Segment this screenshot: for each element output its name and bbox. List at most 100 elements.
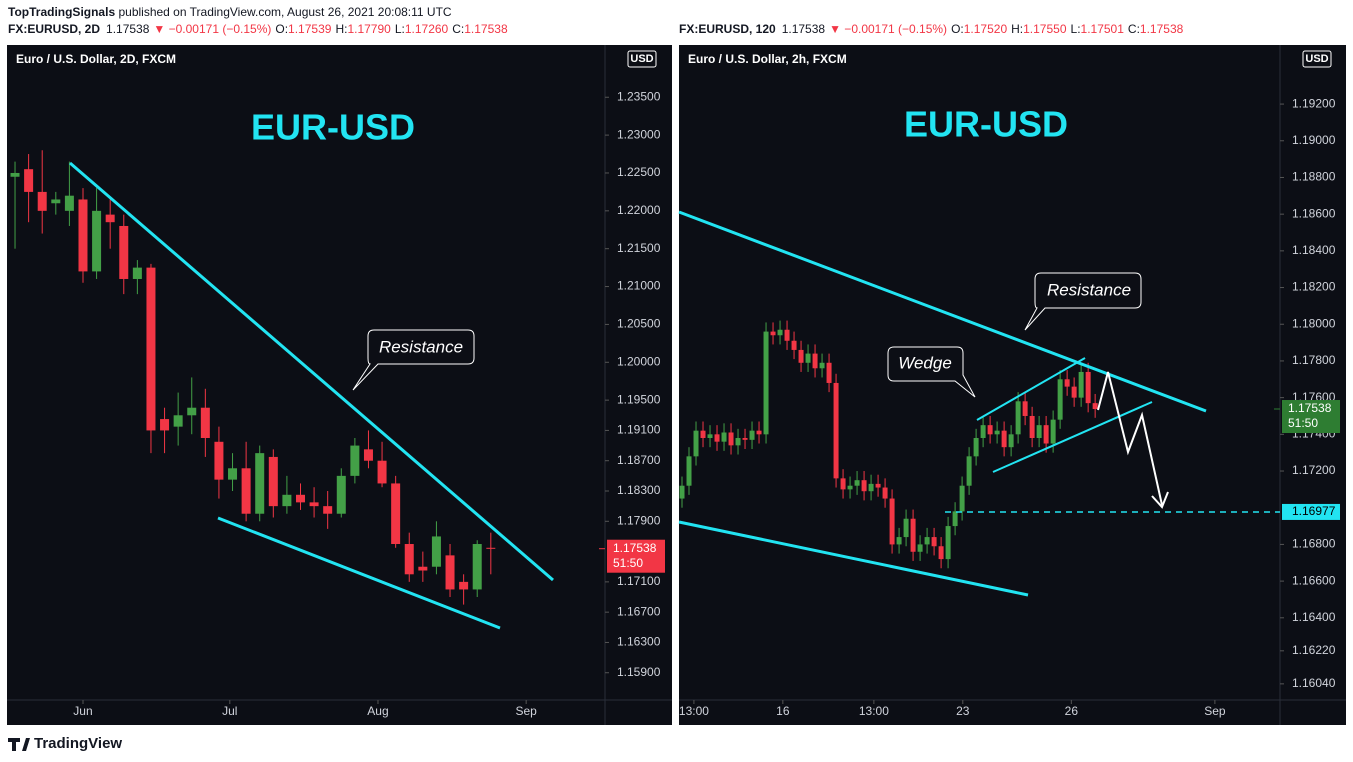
- wedge-line: [976, 357, 1086, 421]
- candle-body: [812, 353, 818, 369]
- candle-body: [323, 506, 333, 514]
- y-tick-label: 1.18400: [1292, 243, 1336, 257]
- instrument: Euro / U.S. Dollar, 2D, FXCM: [16, 52, 176, 66]
- panel-content: 1.23500 1.23000 1.22500 1.22000 1.21500 1.210…: [7, 45, 672, 725]
- candle-body: [714, 434, 720, 442]
- candle-body: [1008, 434, 1014, 448]
- y-tick-label: 1.15900: [617, 665, 661, 679]
- candle-body: [938, 546, 944, 560]
- candle-body: [805, 353, 811, 363]
- callout: Resistance: [1024, 272, 1142, 331]
- quote: 1.17538: [782, 22, 826, 36]
- x-tick-label: 13:00: [859, 704, 889, 718]
- candle-body: [1050, 419, 1056, 444]
- y-tick-label: 1.16400: [1292, 610, 1336, 624]
- candle-body: [1085, 371, 1091, 404]
- candle-body: [917, 544, 923, 552]
- y-tick-label: 1.18700: [617, 453, 661, 467]
- quote: 1.17538: [106, 22, 150, 36]
- candle-body: [92, 210, 102, 272]
- y-tick-label: 1.16700: [617, 604, 661, 618]
- candle-body: [445, 555, 455, 590]
- ohlc-value: 1.17538: [1140, 22, 1184, 36]
- ohlc-value: 1.17790: [347, 22, 391, 36]
- candle-body: [160, 419, 170, 431]
- x-tick-label: 23: [956, 704, 970, 718]
- candle-body: [798, 349, 804, 363]
- candle-body: [861, 480, 867, 492]
- candle-body: [268, 456, 278, 507]
- y-tick-label: 1.21000: [617, 279, 661, 293]
- candle-body: [1057, 379, 1063, 420]
- brand: TradingView: [34, 735, 122, 752]
- chart-title: EUR-USD: [251, 107, 415, 148]
- candle-body: [987, 425, 993, 435]
- ohlc-key: C:: [452, 22, 464, 36]
- ohlc-key: L:: [395, 22, 405, 36]
- published: published on TradingView.com, August 26,…: [118, 5, 451, 19]
- countdown: 51:50: [613, 556, 643, 570]
- projection-arrow: [1097, 371, 1163, 506]
- candle-body: [896, 537, 902, 545]
- y-tick-label: 1.19100: [617, 423, 661, 437]
- y-tick-label: 1.16220: [1292, 643, 1336, 657]
- level-badge: [1282, 503, 1340, 520]
- y-tick-label: 1.20000: [617, 354, 661, 368]
- x-tick-label: 26: [1065, 704, 1079, 718]
- candle-body: [1078, 371, 1084, 398]
- candle-body: [980, 425, 986, 438]
- candle-body: [391, 483, 401, 545]
- ohlc-value: 1.17550: [1023, 22, 1067, 36]
- callout-text: Wedge: [898, 353, 952, 372]
- candle-body: [693, 430, 699, 457]
- candle-body: [854, 480, 860, 486]
- candle-body: [1001, 430, 1007, 448]
- candle-body: [1029, 415, 1035, 438]
- x-tick-label: 16: [776, 704, 790, 718]
- ohlc-value: 1.17520: [964, 22, 1008, 36]
- candle-body: [889, 498, 895, 545]
- candle-body: [1064, 379, 1070, 387]
- candle-body: [679, 485, 685, 499]
- author: TopTradingSignals: [8, 5, 115, 19]
- legend-line: FX:EURUSD, 2D 1.17538 ▼ −0.00171 (−0.15%) O…: [8, 22, 508, 36]
- y-tick-label: 1.23000: [617, 127, 661, 141]
- candle-body: [735, 438, 741, 446]
- candle-body: [418, 566, 428, 571]
- callout: Wedge: [887, 346, 976, 398]
- callout: Resistance: [352, 329, 475, 391]
- candle-body: [742, 438, 748, 440]
- y-tick-label: 1.22500: [617, 165, 661, 179]
- support-line: [217, 516, 501, 630]
- candle-body: [966, 456, 972, 486]
- candle-body: [78, 199, 88, 272]
- candle-body: [1022, 401, 1028, 416]
- chart-title: EUR-USD: [904, 104, 1068, 145]
- candle-body: [686, 456, 692, 486]
- candle-body: [241, 468, 251, 514]
- level-label: 1.16977: [1292, 504, 1336, 518]
- candle-body: [363, 449, 373, 461]
- ohlc-key: O:: [275, 22, 288, 36]
- y-tick-label: 1.22000: [617, 203, 661, 217]
- panel-content: 1.19200 1.19000 1.18800 1.18600 1.18400 1.182…: [679, 45, 1346, 725]
- candle-body: [37, 191, 47, 211]
- ohlc-value: 1.17501: [1081, 22, 1125, 36]
- change: ▼ −0.00171 (−0.15%): [829, 22, 947, 36]
- ohlc-value: 1.17539: [288, 22, 332, 36]
- y-tick-label: 1.19500: [617, 392, 661, 406]
- candle-body: [1036, 425, 1042, 438]
- y-tick-label: 1.16800: [1292, 537, 1336, 551]
- resistance-line: [69, 161, 554, 582]
- candle-body: [763, 331, 769, 435]
- last-price-label: 1.17538: [1288, 401, 1332, 415]
- candle-body: [309, 502, 319, 507]
- candle-body: [228, 468, 238, 480]
- logo: [8, 738, 30, 751]
- candle-body: [840, 478, 846, 490]
- candle-body: [945, 526, 951, 560]
- candle-body: [1015, 401, 1021, 435]
- candle-body: [700, 430, 706, 438]
- candle-body: [377, 460, 387, 484]
- candle-body: [173, 415, 183, 427]
